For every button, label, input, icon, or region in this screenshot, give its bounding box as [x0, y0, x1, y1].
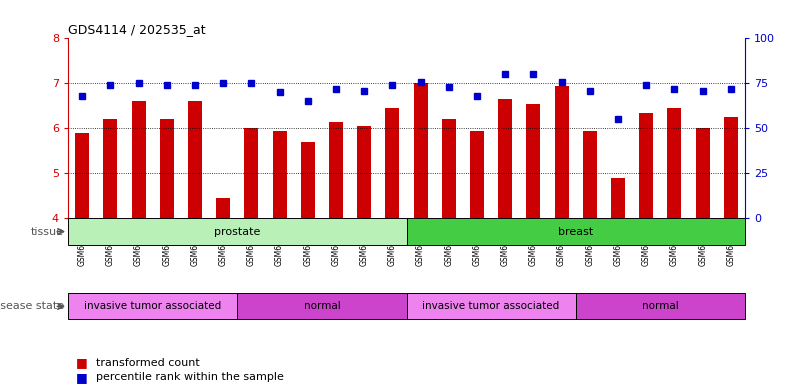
Bar: [237, 293, 407, 319]
Bar: [554, 86, 569, 218]
Bar: [407, 293, 576, 319]
Bar: [611, 178, 625, 218]
Bar: [413, 83, 428, 218]
Text: breast: breast: [558, 227, 594, 237]
Bar: [131, 101, 146, 218]
Bar: [244, 128, 259, 218]
Bar: [103, 119, 118, 218]
Bar: [272, 131, 287, 218]
Bar: [442, 119, 456, 218]
Bar: [724, 117, 738, 218]
Text: invasive tumor associated: invasive tumor associated: [84, 301, 221, 311]
Bar: [470, 131, 484, 218]
Bar: [667, 108, 682, 218]
Bar: [526, 104, 541, 218]
Bar: [498, 99, 513, 218]
Bar: [695, 128, 710, 218]
Bar: [68, 293, 237, 319]
Text: ■: ■: [76, 371, 88, 384]
Text: normal: normal: [304, 301, 340, 311]
Bar: [357, 126, 371, 218]
Text: transformed count: transformed count: [96, 358, 200, 368]
Text: invasive tumor associated: invasive tumor associated: [422, 301, 560, 311]
Text: normal: normal: [642, 301, 678, 311]
Bar: [407, 218, 745, 245]
Bar: [75, 133, 89, 218]
Bar: [385, 108, 400, 218]
Bar: [576, 293, 745, 319]
Bar: [583, 131, 597, 218]
Text: tissue: tissue: [31, 227, 64, 237]
Text: GDS4114 / 202535_at: GDS4114 / 202535_at: [68, 23, 206, 36]
Bar: [68, 218, 407, 245]
Text: disease state: disease state: [0, 301, 64, 311]
Bar: [188, 101, 202, 218]
Bar: [329, 122, 343, 218]
Text: ■: ■: [76, 356, 88, 369]
Text: prostate: prostate: [214, 227, 260, 237]
Bar: [300, 142, 315, 218]
Bar: [639, 113, 654, 218]
Bar: [216, 198, 230, 218]
Text: percentile rank within the sample: percentile rank within the sample: [96, 372, 284, 382]
Bar: [159, 119, 174, 218]
